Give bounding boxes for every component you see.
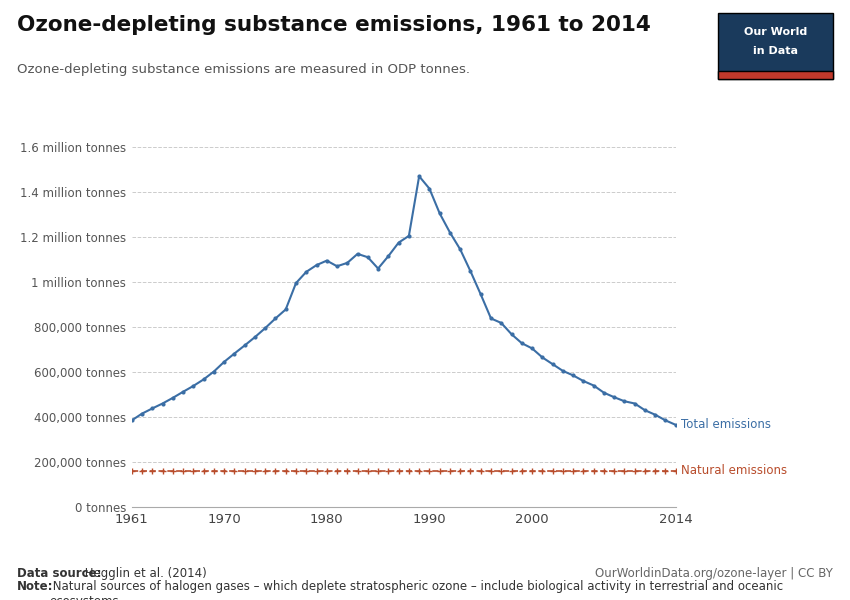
Text: Data source:: Data source: <box>17 567 101 580</box>
Text: Natural emissions: Natural emissions <box>681 464 787 478</box>
Text: Ozone-depleting substance emissions, 1961 to 2014: Ozone-depleting substance emissions, 196… <box>17 15 651 35</box>
Text: Ozone-depleting substance emissions are measured in ODP tonnes.: Ozone-depleting substance emissions are … <box>17 63 470 76</box>
Text: Hegglin et al. (2014): Hegglin et al. (2014) <box>81 567 207 580</box>
Text: OurWorldinData.org/ozone-layer | CC BY: OurWorldinData.org/ozone-layer | CC BY <box>595 567 833 580</box>
Text: Note:: Note: <box>17 580 54 593</box>
Text: in Data: in Data <box>753 46 798 56</box>
Text: Total emissions: Total emissions <box>681 418 771 431</box>
Text: Natural sources of halogen gases – which deplete stratospheric ozone – include b: Natural sources of halogen gases – which… <box>49 580 784 600</box>
Text: Our World: Our World <box>744 26 808 37</box>
